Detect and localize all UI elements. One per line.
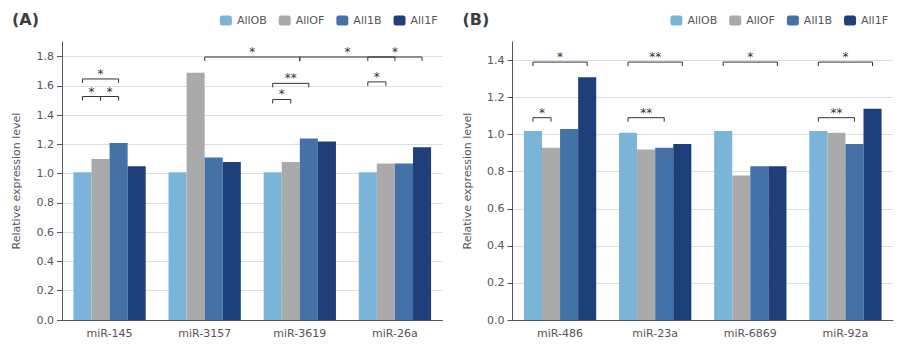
- svg-text:AllOB: AllOB: [687, 14, 717, 27]
- svg-text:0.4: 0.4: [37, 255, 55, 268]
- svg-text:*: *: [557, 50, 563, 64]
- svg-text:1.2: 1.2: [487, 91, 505, 104]
- svg-text:miR-23a: miR-23a: [632, 327, 678, 340]
- svg-text:*: *: [344, 45, 350, 59]
- svg-text:*: *: [249, 45, 255, 59]
- svg-text:miR-3157: miR-3157: [178, 327, 231, 340]
- svg-text:0.4: 0.4: [487, 239, 505, 252]
- svg-text:miR-6869: miR-6869: [724, 327, 777, 340]
- svg-text:0.2: 0.2: [37, 284, 55, 297]
- svg-text:*: *: [279, 87, 285, 101]
- svg-text:0.2: 0.2: [487, 276, 505, 289]
- svg-text:*: *: [842, 50, 848, 64]
- svg-text:miR-26a: miR-26a: [372, 327, 418, 340]
- svg-text:1.4: 1.4: [37, 109, 55, 122]
- svg-text:*: *: [98, 67, 104, 81]
- svg-text:Relative expression level: Relative expression level: [461, 113, 474, 250]
- svg-text:*: *: [88, 85, 94, 99]
- svg-text:1.6: 1.6: [37, 79, 55, 92]
- svg-text:All1B: All1B: [353, 14, 381, 27]
- svg-text:miR-3619: miR-3619: [273, 327, 326, 340]
- svg-text:AllOB: AllOB: [237, 14, 267, 27]
- svg-text:*: *: [374, 70, 380, 84]
- svg-text:AllOF: AllOF: [746, 14, 775, 27]
- svg-text:0.8: 0.8: [487, 165, 505, 178]
- svg-text:**: **: [649, 50, 661, 64]
- svg-text:miR-145: miR-145: [87, 327, 133, 340]
- svg-text:0.6: 0.6: [37, 226, 55, 239]
- svg-text:1.4: 1.4: [487, 54, 505, 67]
- svg-text:1.2: 1.2: [37, 138, 55, 151]
- svg-text:**: **: [285, 71, 297, 85]
- svg-text:*: *: [747, 50, 753, 64]
- svg-text:AllOF: AllOF: [296, 14, 325, 27]
- svg-text:(A): (A): [12, 10, 39, 29]
- svg-text:All1F: All1F: [861, 14, 888, 27]
- svg-text:1.0: 1.0: [487, 128, 505, 141]
- svg-text:0.0: 0.0: [37, 314, 55, 327]
- svg-text:miR-486: miR-486: [537, 327, 583, 340]
- svg-text:1.8: 1.8: [37, 50, 55, 63]
- svg-text:1.0: 1.0: [37, 167, 55, 180]
- svg-text:0.0: 0.0: [487, 314, 505, 327]
- svg-text:**: **: [830, 106, 842, 120]
- svg-text:**: **: [640, 106, 652, 120]
- svg-text:Relative expression level: Relative expression level: [10, 113, 23, 250]
- svg-text:All1F: All1F: [411, 14, 438, 27]
- svg-text:miR-92a: miR-92a: [823, 327, 869, 340]
- svg-text:(B): (B): [463, 10, 490, 29]
- svg-text:0.8: 0.8: [37, 196, 55, 209]
- svg-text:*: *: [392, 45, 398, 59]
- svg-text:All1B: All1B: [804, 14, 832, 27]
- svg-text:*: *: [107, 85, 113, 99]
- svg-text:*: *: [539, 106, 545, 120]
- svg-text:0.6: 0.6: [487, 202, 505, 215]
